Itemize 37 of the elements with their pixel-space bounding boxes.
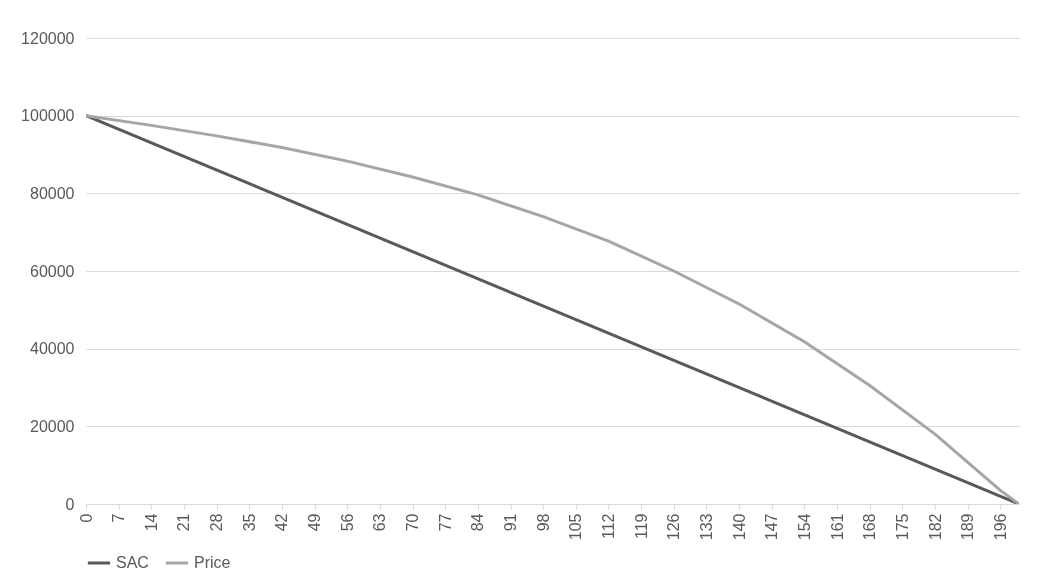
x-tick-label: 105 — [567, 513, 585, 541]
x-tick-label: 49 — [306, 513, 324, 532]
x-tick-label: 147 — [763, 513, 781, 541]
x-tick-label: 21 — [175, 513, 193, 532]
x-tick-label: 7 — [110, 513, 128, 523]
x-tick-label: 154 — [795, 513, 813, 541]
x-tick-label: 35 — [240, 513, 258, 532]
x-tick-label: 56 — [338, 513, 356, 532]
y-tick-label: 80000 — [30, 184, 75, 202]
x-tick-label: 196 — [991, 513, 1009, 541]
x-tick-label: 175 — [893, 513, 911, 541]
x-tick-label: 70 — [404, 513, 422, 532]
y-tick-label: 100000 — [21, 107, 75, 125]
x-tick-label: 126 — [665, 513, 683, 541]
legend-label: SAC — [116, 554, 149, 571]
legend-label: Price — [194, 554, 231, 571]
x-tick-label: 119 — [632, 513, 650, 540]
x-tick-label: 112 — [599, 513, 617, 540]
x-tick-label: 168 — [861, 513, 879, 541]
x-tick-label: 98 — [534, 513, 552, 532]
x-tick-label: 133 — [697, 513, 715, 541]
x-tick-label: 0 — [77, 513, 95, 523]
x-tick-label: 14 — [142, 513, 160, 532]
x-tick-label: 189 — [959, 513, 977, 541]
y-tick-label: 60000 — [30, 262, 75, 280]
x-tick-label: 42 — [273, 513, 291, 532]
x-tick-label: 63 — [371, 513, 389, 532]
y-tick-label: 40000 — [30, 340, 75, 358]
x-tick-label: 140 — [730, 513, 748, 541]
x-tick-label: 28 — [208, 513, 226, 532]
x-tick-label: 161 — [828, 513, 846, 541]
x-tick-label: 91 — [502, 513, 520, 532]
x-tick-label: 77 — [436, 513, 454, 532]
y-tick-label: 120000 — [21, 29, 75, 47]
y-tick-label: 20000 — [30, 417, 75, 435]
x-tick-label: 182 — [926, 513, 944, 541]
x-tick-label: 84 — [469, 513, 487, 532]
